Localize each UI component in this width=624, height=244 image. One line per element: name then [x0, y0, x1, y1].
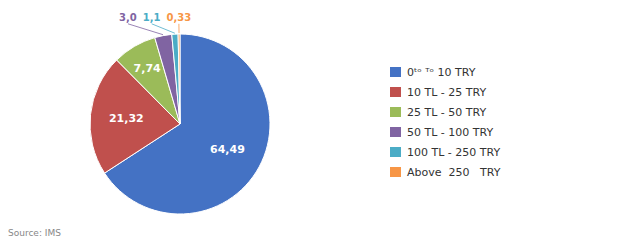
data-label: 3,0: [119, 12, 137, 23]
legend-swatch: [390, 107, 401, 117]
pie-slice: [172, 34, 180, 124]
legend-item: 0ᵗᵒ ᵀᵒ 10 TRY: [390, 66, 476, 79]
legend-label: 10 TL - 25 TRY: [407, 86, 486, 99]
legend: 0ᵗᵒ ᵀᵒ 10 TRY 10 TL - 25 TRY 25 TL - 50 TR…: [390, 66, 501, 179]
legend-label: 25 TL - 50 TRY: [407, 106, 486, 119]
data-label: 64,49: [210, 143, 245, 156]
legend-swatch: [390, 67, 401, 77]
legend-item: 50 TL - 100 TRY: [390, 126, 493, 139]
pie: [90, 34, 270, 214]
legend-item: Above 250 TRY: [390, 166, 501, 179]
pie-slice: [105, 34, 270, 214]
pie-slice: [178, 34, 180, 124]
legend-label: 0ᵗᵒ ᵀᵒ 10 TRY: [407, 66, 476, 79]
data-label: 1,1: [143, 12, 161, 23]
legend-item: 10 TL - 25 TRY: [390, 86, 486, 99]
legend-item: 100 TL - 250 TRY: [390, 146, 500, 159]
data-label: 0,33: [167, 12, 192, 23]
legend-swatch: [390, 87, 401, 97]
legend-swatch: [390, 167, 401, 177]
legend-swatch: [390, 147, 401, 157]
data-label: 7,74: [134, 62, 161, 75]
annotation: Source: IMS: [8, 228, 61, 238]
pie-slice: [155, 34, 180, 124]
leader-line: [128, 24, 163, 35]
legend-label: 100 TL - 250 TRY: [407, 146, 500, 159]
leader-line: [152, 24, 175, 33]
legend-label: 50 TL - 100 TRY: [407, 126, 493, 139]
data-labels: 64,49 21,32 7,74 3,0 1,1 0,33: [109, 12, 245, 156]
legend-item: 25 TL - 50 TRY: [390, 106, 486, 119]
chart: 64,49 21,32 7,74 3,0 1,1 0,33 0ᵗᵒ ᵀᵒ 10 TRY 10 …: [0, 0, 624, 244]
data-label: 21,32: [109, 112, 144, 125]
leader-line: [178, 24, 179, 33]
legend-label: Above 250 TRY: [407, 166, 501, 179]
legend-swatch: [390, 127, 401, 137]
